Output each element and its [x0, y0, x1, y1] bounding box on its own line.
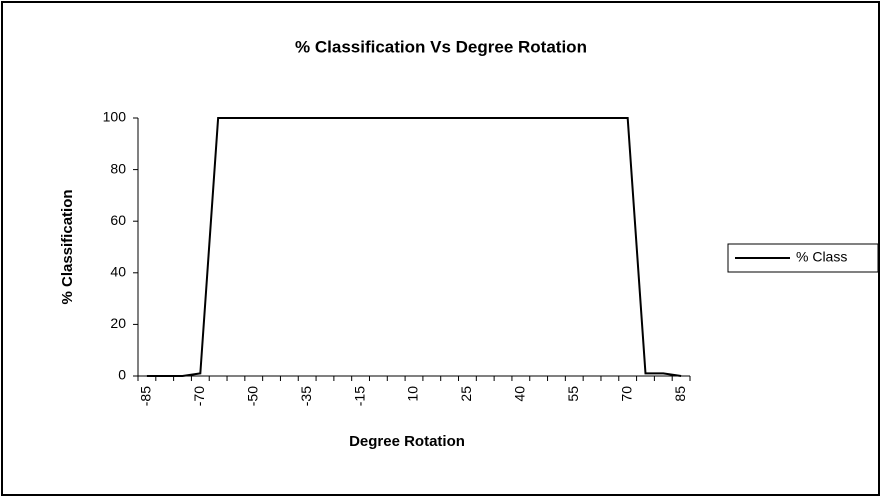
x-tick-label: -70: [191, 386, 207, 406]
legend-label: % Class: [796, 249, 847, 265]
y-tick-label: 100: [103, 109, 127, 125]
x-tick-label: -15: [351, 386, 367, 406]
x-tick-label: 40: [512, 386, 528, 402]
chart-title: % Classification Vs Degree Rotation: [295, 37, 587, 56]
x-tick-label: -35: [298, 386, 314, 406]
y-tick-label: 20: [110, 315, 126, 331]
x-tick-label: 10: [405, 386, 421, 402]
y-tick-label: 0: [118, 367, 126, 383]
x-axis-title: Degree Rotation: [349, 433, 465, 450]
y-tick-label: 60: [110, 212, 126, 228]
x-tick-label: 70: [618, 386, 634, 402]
y-axis-title: % Classification: [59, 189, 76, 304]
x-tick-label: -85: [138, 386, 154, 406]
x-tick-label: -50: [244, 386, 260, 406]
x-tick-label: 55: [565, 386, 581, 402]
x-tick-label: 85: [672, 386, 688, 402]
y-tick-label: 40: [110, 264, 126, 280]
x-tick-label: 25: [458, 386, 474, 402]
line-series: [146, 117, 682, 377]
y-tick-label: 80: [110, 160, 126, 176]
